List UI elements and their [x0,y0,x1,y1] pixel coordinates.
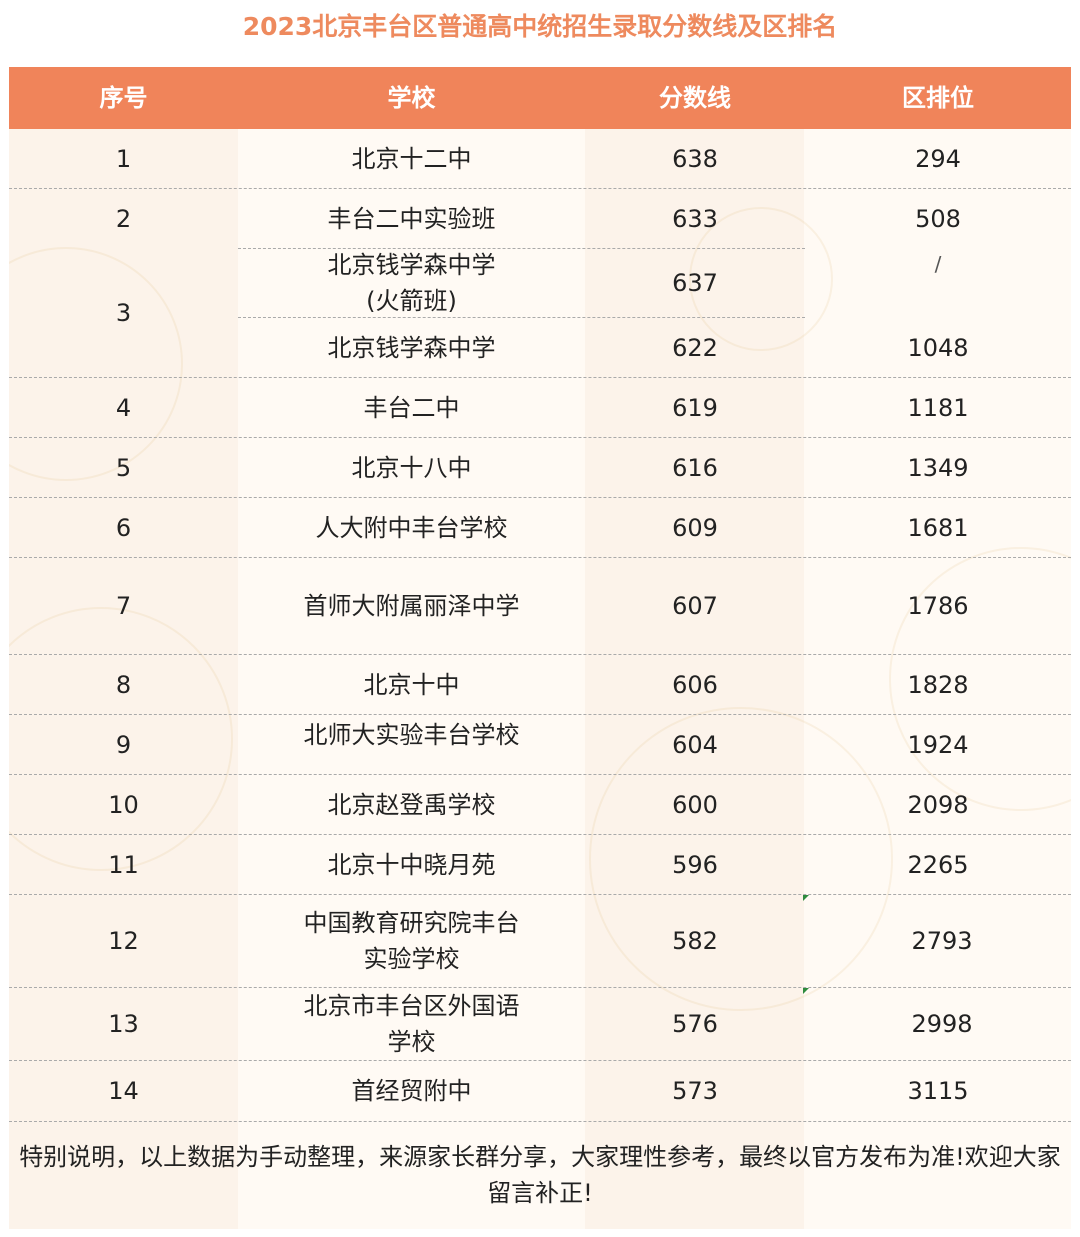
footnote: 特别说明，以上数据为手动整理，来源家长群分享，大家理性参考，最终以官方发布为准!… [19,1143,1061,1207]
row-school: 北师大实验丰台学校 [303,721,520,749]
row-score: 606 [672,670,718,699]
row-score: 573 [672,1077,718,1105]
row-divider [9,1060,1071,1061]
row-score: 604 [672,730,718,759]
row-score: 607 [672,592,718,620]
row-seq: 11 [108,850,139,879]
row-school: 中国教育研究院丰台实验学校 [303,909,520,973]
row-seq: 5 [115,453,132,482]
watermark-ring [589,707,893,1011]
row-seq: 6 [115,513,132,542]
row-seq: 8 [115,670,132,699]
score-table: 序号 学校 分数线 区排位 1 北京十二中 638 294 2 丰台二中实验班 … [9,67,1071,1229]
school-column-band [238,129,585,1229]
row-rank: 294 [915,145,961,173]
row-rank: 1786 [907,592,969,620]
row-school: 北京十中 [363,670,460,699]
row-divider [9,188,1071,189]
row-divider [9,1121,1071,1122]
row-rank: 1181 [907,393,969,422]
row-school: 北京钱学森中学 (火箭班) [327,251,496,315]
row-seq: 4 [115,393,132,422]
row-school: 丰台二中 [363,393,460,422]
header-score: 分数线 [659,84,731,112]
row-school: 人大附中丰台学校 [315,513,508,542]
row-score: 633 [672,205,718,233]
row-school: 北京十二中 [351,145,472,173]
page-title: 2023北京丰台区普通高中统招生录取分数线及区排名 [242,12,838,41]
row-seq: 14 [108,1077,139,1105]
row-score: 616 [672,453,718,482]
row-divider [9,714,1071,715]
header-school: 学校 [387,84,436,112]
row-school: 北京十八中 [351,453,472,482]
row-school: 首经贸附中 [351,1077,472,1105]
row-school: 首师大附属丽泽中学 [303,592,520,620]
row-divider [238,248,805,249]
row-divider [9,834,1071,835]
row-seq: 2 [115,205,132,233]
row-rank: 2098 [907,790,969,819]
row-divider [9,987,1071,988]
watermark-ring [689,207,833,351]
row-rank: 3115 [907,1077,969,1105]
row-seq: 1 [115,145,132,173]
row-rank: 1681 [907,513,969,542]
row-score: 637 [672,269,718,297]
row-seq: 9 [115,730,132,759]
row-rank: 2793 [911,927,973,955]
row-score: 619 [672,393,718,422]
row-school: 北京赵登禹学校 [327,790,496,819]
row-divider [9,774,1071,775]
row-divider [9,557,1071,558]
row-rank: 1924 [907,730,969,759]
row-seq: 3 [115,299,132,327]
row-divider [9,894,1071,895]
row-rank: 1349 [907,453,969,482]
row-score: 596 [672,850,718,879]
row-rank: 1048 [907,333,969,362]
row-rank: 2998 [911,1010,973,1038]
cell-comment-marker [803,988,809,994]
table-header: 序号 学校 分数线 区排位 [9,67,1071,129]
header-seq: 序号 [99,84,148,112]
row-score: 622 [672,333,718,362]
row-school: 北京钱学森中学 [327,333,496,362]
row-seq: 10 [108,790,139,819]
row-score: 600 [672,790,718,819]
row-rank: / [934,252,942,276]
row-score: 582 [672,927,718,955]
row-score: 638 [672,145,718,173]
row-rank: 508 [915,205,961,233]
header-rank: 区排位 [902,84,974,112]
row-divider [9,497,1071,498]
row-seq: 13 [108,1010,139,1038]
row-school: 北京十中晓月苑 [327,850,496,879]
row-score: 609 [672,513,718,542]
cell-comment-marker [803,895,809,901]
row-rank: 2265 [907,850,969,879]
row-divider [9,654,1071,655]
row-divider [9,377,1071,378]
row-seq: 7 [115,592,132,620]
row-seq: 12 [108,927,139,955]
row-divider [238,317,805,318]
row-school: 北京市丰台区外国语学校 [303,992,520,1056]
row-divider [9,437,1071,438]
row-rank: 1828 [907,670,969,699]
row-score: 576 [672,1010,718,1038]
row-school: 丰台二中实验班 [327,205,496,233]
